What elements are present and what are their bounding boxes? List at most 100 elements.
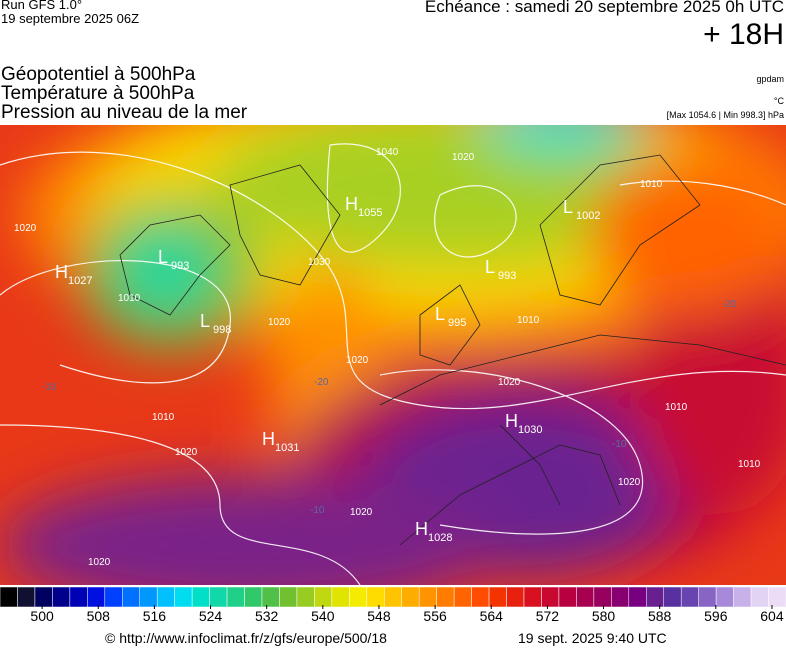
timestamp: 19 sept. 2025 9:40 UTC	[518, 630, 667, 646]
isobar-label: 1010	[118, 293, 141, 304]
center-letter: L	[435, 304, 445, 324]
center-letter: L	[200, 311, 210, 331]
colorbar-label: 556	[423, 608, 447, 624]
center-value: 993	[171, 260, 189, 272]
colorbar-label: 596	[704, 608, 728, 624]
field: Température à 500hPa	[1, 83, 195, 104]
colorbar-label: 564	[479, 608, 503, 624]
colorbar-swatch	[663, 586, 682, 608]
colorbar-label: 516	[142, 608, 167, 624]
colorbar-swatch	[331, 586, 350, 608]
colorbar-label: 604	[760, 608, 784, 624]
colorbar-swatch	[698, 586, 717, 608]
colorbar-label: 588	[647, 608, 672, 624]
center-letter: H	[345, 194, 358, 214]
colorbar-swatch	[523, 586, 542, 608]
colorbar-swatch	[349, 586, 368, 608]
unit: gpdam	[756, 74, 784, 84]
colorbar-label: 580	[591, 608, 616, 624]
colorbar-swatch	[611, 586, 630, 608]
colorbar-swatch	[314, 586, 333, 608]
isobar-label: 1020	[268, 317, 291, 328]
center-value: 1055	[358, 207, 382, 219]
center-value: 993	[498, 270, 516, 282]
colorbar-swatch	[191, 586, 210, 608]
temperature-label: -10	[612, 439, 627, 450]
colorbar-swatch	[541, 586, 560, 608]
colorbar-label: 532	[254, 608, 279, 624]
colorbar-swatch	[296, 586, 315, 608]
field: Pression au niveau de la mer	[1, 102, 248, 123]
temperature-label: -10	[42, 382, 57, 393]
colorbar-swatch	[226, 586, 245, 608]
center-value: 998	[213, 324, 231, 336]
isobar-label: 1040	[376, 147, 399, 158]
field: Géopotentiel à 500hPa	[1, 64, 196, 85]
colorbar-label: 500	[30, 608, 54, 624]
unit: [Max 1054.6 | Min 998.3] hPa	[666, 110, 784, 120]
colorbar-swatch	[279, 586, 298, 608]
center-value: 1031	[275, 442, 299, 454]
center-value: 1027	[68, 275, 92, 287]
colorbar-swatch	[750, 586, 769, 608]
colorbar-label: 572	[535, 608, 560, 624]
colorbar-swatch	[87, 586, 106, 608]
colorbar	[0, 586, 786, 609]
isobar-label: 1020	[346, 355, 369, 366]
colorbar-swatch	[52, 586, 71, 608]
center-letter: L	[158, 247, 168, 267]
isobars	[0, 143, 786, 585]
run: Run GFS 1.0°	[1, 0, 83, 12]
center-letter: L	[485, 257, 495, 277]
isobar-label: 1010	[517, 315, 540, 326]
colorbar-label: 540	[311, 608, 335, 624]
colorbar-swatch	[104, 586, 123, 608]
colorbar-label: 548	[367, 608, 391, 624]
echeance: Echéance : samedi 20 septembre 2025 0h U…	[424, 0, 784, 16]
coastlines	[119, 154, 786, 546]
isobar-label: 1020	[175, 447, 198, 458]
colorbar-swatch	[401, 586, 420, 608]
center-letter: H	[505, 411, 518, 431]
center-value: 1002	[576, 210, 600, 222]
isobar-label: 1020	[452, 152, 475, 163]
isobar-label: 1030	[308, 257, 331, 268]
center-letter: L	[563, 197, 573, 217]
colorbar-swatch	[384, 586, 402, 608]
colorbar-swatch	[680, 586, 699, 608]
colorbar-swatch	[715, 586, 734, 608]
colorbar-swatch	[174, 586, 193, 608]
colorbar-swatch	[768, 586, 786, 608]
offset: + 18H	[703, 18, 784, 51]
run-date: 19 septembre 2025 06Z	[1, 11, 140, 26]
center-value: 995	[448, 317, 466, 329]
center-value: 1030	[518, 424, 542, 436]
isobar-label: 1020	[618, 477, 641, 488]
center-letter: H	[55, 262, 68, 282]
colorbar-swatch	[17, 586, 36, 608]
isobar-label: 1020	[14, 223, 37, 234]
colorbar-swatch	[156, 586, 175, 608]
colorbar-swatch	[558, 586, 577, 608]
colorbar-swatch	[436, 586, 455, 608]
colorbar-swatch	[366, 586, 385, 608]
isobar-label: 1010	[640, 179, 663, 190]
colorbar-label: 524	[198, 608, 223, 624]
center-letter: H	[415, 519, 428, 539]
colorbar-swatch	[69, 586, 88, 608]
colorbar-swatch	[733, 586, 752, 608]
colorbar-swatch	[122, 586, 140, 608]
isobar-label: 1020	[498, 377, 521, 388]
colorbar-labels: 500 508 516 524 532 540 548 556 564 572 580 588 596 6…	[0, 608, 786, 628]
temperature-label: -20	[722, 299, 737, 310]
colorbar-swatch	[209, 586, 228, 608]
isobar-label: 1020	[350, 507, 373, 518]
field-colors	[0, 125, 786, 585]
temperature-label: -20	[314, 377, 329, 388]
colorbar-swatch	[453, 586, 472, 608]
colorbar-swatch	[576, 586, 595, 608]
source: © http://www.infoclimat.fr/z/gfs/europe/…	[105, 630, 387, 646]
isobar-label: 1010	[665, 402, 688, 413]
colorbar-swatch	[593, 586, 612, 608]
